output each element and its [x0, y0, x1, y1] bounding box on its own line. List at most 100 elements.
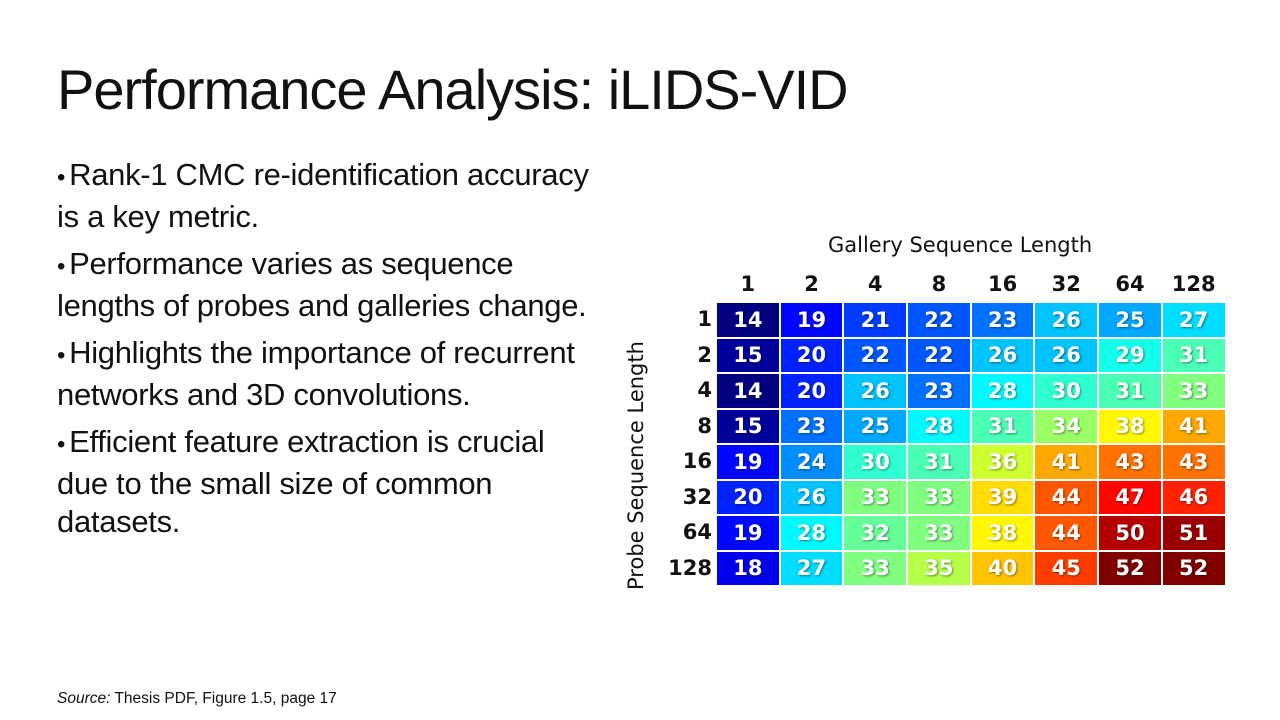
bullet-text: Highlights the importance of recurrent n… — [57, 335, 575, 412]
x-tick-label: 64 — [1115, 272, 1145, 296]
bullet-item: • Highlights the importance of recurrent … — [57, 334, 597, 414]
heatmap-cell: 22 — [843, 337, 908, 373]
heatmap-cell: 20 — [779, 337, 844, 373]
heatmap-cell: 20 — [779, 373, 844, 409]
y-tick-label: 128 — [668, 555, 712, 580]
heatmap-cell: 21 — [843, 302, 908, 338]
heatmap-cell: 26 — [1034, 337, 1099, 373]
bullet-icon: • — [57, 342, 66, 369]
heatmap-cell: 22 — [907, 337, 971, 373]
heatmap-cell: 31 — [1161, 337, 1226, 373]
heatmap-cell: 24 — [779, 444, 844, 480]
y-tick-label: 4 — [697, 378, 712, 402]
heatmap-cell: 30 — [1034, 373, 1099, 409]
x-tick-label: 1 — [740, 272, 756, 296]
heatmap-cell: 18 — [716, 550, 780, 586]
heatmap-cell: 26 — [1034, 302, 1099, 338]
source-citation: Source: Thesis PDF, Figure 1.5, page 17 — [57, 690, 337, 708]
heatmap-cell: 25 — [843, 408, 908, 444]
heatmap-cell: 38 — [970, 515, 1035, 551]
heatmap-cell: 44 — [1034, 515, 1099, 551]
heatmap-cell: 40 — [970, 550, 1035, 586]
y-tick-label: 32 — [682, 484, 712, 509]
heatmap-cell: 33 — [1161, 373, 1226, 409]
heatmap-cell: 46 — [1161, 479, 1226, 515]
x-tick-label: 2 — [804, 272, 819, 296]
x-tick-label: 32 — [1051, 272, 1081, 296]
y-axis-ticks: 1 2 4 8 16 32 64 128 — [660, 302, 712, 586]
heatmap-grid: 14 19 21 22 23 26 25 27 15 20 22 22 26 26 29 31 14 20 26 23… — [716, 302, 1226, 586]
heatmap-cell: 20 — [716, 479, 780, 515]
heatmap-cell: 44 — [1034, 479, 1099, 515]
source-text: Thesis PDF, Figure 1.5, page 17 — [110, 690, 337, 707]
bullet-item: • Performance varies as sequence lengths … — [57, 245, 597, 325]
heatmap-cell: 15 — [716, 408, 780, 444]
heatmap-cell: 52 — [1098, 550, 1162, 586]
source-label: Source: — [57, 690, 111, 707]
heatmap-cell: 36 — [970, 444, 1035, 480]
y-tick-label: 8 — [697, 413, 712, 438]
heatmap-cell: 34 — [1034, 408, 1099, 444]
heatmap-cell: 41 — [1034, 444, 1099, 480]
heatmap-cell: 31 — [1098, 373, 1162, 409]
heatmap-cell: 19 — [716, 515, 780, 551]
heatmap-cell: 23 — [779, 408, 844, 444]
heatmap-cell: 19 — [779, 302, 844, 338]
x-tick-label: 8 — [931, 272, 947, 296]
heatmap-cell: 29 — [1098, 337, 1162, 373]
bullet-item: • Rank-1 CMC re-identification accuracy i… — [57, 156, 597, 236]
heatmap-cell: 35 — [907, 550, 971, 586]
heatmap-cell: 31 — [970, 408, 1035, 444]
y-tick-label: 16 — [682, 449, 712, 473]
heatmap-cell: 41 — [1161, 408, 1226, 444]
heatmap-cell: 43 — [1161, 444, 1226, 480]
heatmap-cell: 33 — [907, 479, 971, 515]
slide-title: Performance Analysis: iLIDS-VID — [57, 58, 849, 121]
bullet-icon: • — [57, 431, 66, 458]
heatmap-cell: 28 — [907, 408, 971, 444]
heatmap-cell: 14 — [716, 373, 780, 409]
heatmap-cell: 25 — [1098, 302, 1162, 338]
heatmap-cell: 23 — [907, 373, 971, 409]
y-tick-label: 1 — [697, 307, 712, 331]
heatmap-cell: 15 — [716, 337, 780, 373]
heatmap-cell: 28 — [779, 515, 844, 551]
heatmap-cell: 27 — [1161, 302, 1226, 338]
heatmap-cell: 52 — [1161, 550, 1226, 586]
heatmap-cell: 23 — [970, 302, 1035, 338]
heatmap-cell: 28 — [970, 373, 1035, 409]
x-axis-ticks: 1 2 4 8 16 32 64 128 — [716, 272, 1226, 296]
heatmap-cell: 26 — [970, 337, 1035, 373]
y-tick-label: 2 — [697, 342, 712, 367]
x-axis-title: Gallery Sequence Length — [828, 233, 1093, 257]
heatmap-cell: 47 — [1098, 479, 1162, 515]
bullet-text: Efficient feature extraction is crucial … — [57, 424, 545, 539]
heatmap-cell: 39 — [970, 479, 1035, 515]
bullet-item: • Efficient feature extraction is crucial… — [57, 423, 597, 542]
bullet-icon: • — [57, 253, 66, 280]
heatmap-cell: 43 — [1098, 444, 1162, 480]
heatmap-cell: 31 — [907, 444, 971, 480]
heatmap-cell: 14 — [716, 302, 780, 338]
heatmap-cell: 38 — [1098, 408, 1162, 444]
heatmap-cell: 33 — [907, 515, 971, 551]
heatmap-cell: 26 — [843, 373, 908, 409]
heatmap-cell: 45 — [1034, 550, 1099, 586]
heatmap-cell: 22 — [907, 302, 971, 338]
bullet-icon: • — [57, 164, 66, 191]
heatmap-cell: 50 — [1098, 515, 1162, 551]
x-tick-label: 128 — [1171, 272, 1216, 296]
bullet-text: Rank-1 CMC re-identification accuracy is… — [57, 157, 589, 234]
heatmap-cell: 27 — [779, 550, 844, 586]
heatmap-figure: Gallery Sequence Length Probe Sequence L… — [620, 230, 1240, 600]
heatmap-cell: 51 — [1161, 515, 1226, 551]
heatmap-cell: 30 — [843, 444, 908, 480]
y-axis-title: Probe Sequence Length — [624, 341, 648, 590]
bullet-list: • Rank-1 CMC re-identification accuracy i… — [57, 156, 597, 551]
bullet-text: Performance varies as sequence lengths o… — [57, 246, 587, 323]
heatmap-cell: 32 — [843, 515, 908, 551]
heatmap-cell: 26 — [779, 479, 844, 515]
x-tick-label: 16 — [987, 272, 1018, 296]
x-tick-label: 4 — [867, 272, 883, 296]
heatmap-cell: 33 — [843, 479, 908, 515]
